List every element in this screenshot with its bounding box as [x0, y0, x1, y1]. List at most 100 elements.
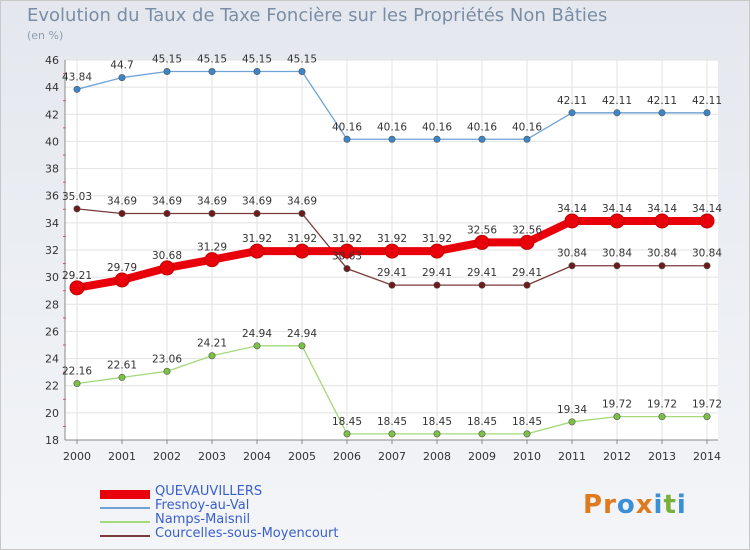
legend-swatch — [100, 521, 150, 523]
data-label: 31.92 — [422, 233, 452, 245]
data-label: 42.11 — [602, 95, 632, 107]
y-tick-label: 44 — [45, 81, 59, 94]
data-label: 32.56 — [467, 224, 497, 236]
chart-title: Evolution du Taux de Taxe Foncière sur l… — [27, 5, 608, 26]
data-point — [208, 68, 216, 76]
x-tick-label: 2013 — [648, 450, 676, 463]
data-point — [613, 413, 621, 421]
logo-letter: i — [676, 490, 687, 520]
data-point — [343, 265, 351, 273]
data-label: 18.45 — [377, 416, 407, 428]
data-label: 29.79 — [107, 262, 137, 274]
data-point — [703, 413, 711, 421]
data-label: 35.03 — [62, 191, 92, 203]
data-label: 24.94 — [287, 328, 317, 340]
data-label: 45.15 — [287, 54, 317, 66]
data-label: 40.16 — [332, 121, 362, 133]
data-label: 42.11 — [557, 95, 587, 107]
data-point — [703, 262, 711, 270]
data-point — [118, 373, 126, 381]
data-point — [208, 209, 216, 217]
data-label: 24.94 — [242, 328, 272, 340]
y-tick-label: 30 — [45, 271, 59, 284]
y-unit-label: (en %) — [27, 29, 64, 42]
data-point — [253, 342, 261, 350]
data-label: 29.41 — [377, 267, 407, 279]
data-point — [384, 243, 400, 259]
data-label: 45.15 — [152, 54, 182, 66]
data-label: 30.63 — [332, 251, 362, 263]
data-point — [253, 68, 261, 76]
x-tick-label: 2012 — [603, 450, 631, 463]
legend-label: Courcelles-sous-Moyencourt — [155, 526, 339, 541]
data-label: 18.45 — [512, 416, 542, 428]
data-point — [658, 413, 666, 421]
data-label: 34.14 — [557, 203, 587, 215]
data-label: 29.21 — [62, 270, 92, 282]
data-label: 43.84 — [62, 71, 92, 83]
data-label: 30.84 — [692, 248, 722, 260]
y-tick-label: 40 — [45, 135, 59, 148]
data-label: 31.29 — [197, 242, 227, 254]
data-point — [208, 352, 216, 360]
data-label: 34.69 — [152, 195, 182, 207]
data-point — [163, 367, 171, 375]
logo-letter: x — [635, 490, 654, 520]
data-label: 23.06 — [152, 353, 182, 365]
data-point — [654, 213, 670, 229]
legend-item-courcelles: Courcelles-sous-Moyencourt — [100, 526, 520, 543]
data-label: 34.69 — [242, 195, 272, 207]
data-point — [73, 85, 81, 93]
data-label: 19.72 — [692, 399, 722, 411]
x-tick-label: 2004 — [243, 450, 271, 463]
x-tick-label: 2010 — [513, 450, 541, 463]
proxiti-logo: Proxiti — [583, 490, 687, 520]
data-point — [388, 281, 396, 289]
data-point — [609, 213, 625, 229]
data-label: 19.72 — [602, 399, 632, 411]
data-label: 19.72 — [647, 399, 677, 411]
data-label: 34.69 — [197, 195, 227, 207]
data-point — [433, 135, 441, 143]
data-label: 29.41 — [512, 267, 542, 279]
x-tick-label: 2005 — [288, 450, 316, 463]
data-point — [523, 281, 531, 289]
y-tick-label: 38 — [45, 163, 59, 176]
x-tick-label: 2014 — [693, 450, 721, 463]
data-label: 44.7 — [110, 60, 133, 72]
data-label: 34.14 — [692, 203, 722, 215]
data-point — [114, 272, 130, 288]
legend-label: Namps-Maisnil — [155, 512, 251, 527]
data-point — [294, 243, 310, 259]
data-label: 18.45 — [332, 416, 362, 428]
data-label: 22.16 — [62, 366, 92, 378]
logo-letter: r — [603, 490, 617, 520]
data-label: 34.14 — [647, 203, 677, 215]
data-point — [388, 135, 396, 143]
legend-swatch — [100, 490, 150, 499]
data-label: 19.34 — [557, 404, 587, 416]
data-point — [613, 262, 621, 270]
y-tick-label: 24 — [45, 353, 59, 366]
data-point — [204, 252, 220, 268]
data-point — [73, 380, 81, 388]
y-tick-label: 18 — [45, 434, 59, 447]
x-tick-label: 2002 — [153, 450, 181, 463]
data-label: 24.21 — [197, 338, 227, 350]
data-point — [658, 262, 666, 270]
data-point — [343, 135, 351, 143]
data-point — [658, 109, 666, 117]
data-label: 32.56 — [512, 224, 542, 236]
data-label: 34.69 — [287, 195, 317, 207]
data-label: 31.92 — [287, 233, 317, 245]
data-label: 45.15 — [197, 54, 227, 66]
x-tick-label: 2001 — [108, 450, 136, 463]
legend-label: Fresnoy-au-Val — [155, 498, 250, 513]
data-label: 30.84 — [557, 248, 587, 260]
data-point — [523, 430, 531, 438]
x-tick-label: 2000 — [63, 450, 91, 463]
data-label: 29.41 — [467, 267, 497, 279]
data-point — [519, 234, 535, 250]
y-tick-label: 46 — [45, 54, 59, 67]
